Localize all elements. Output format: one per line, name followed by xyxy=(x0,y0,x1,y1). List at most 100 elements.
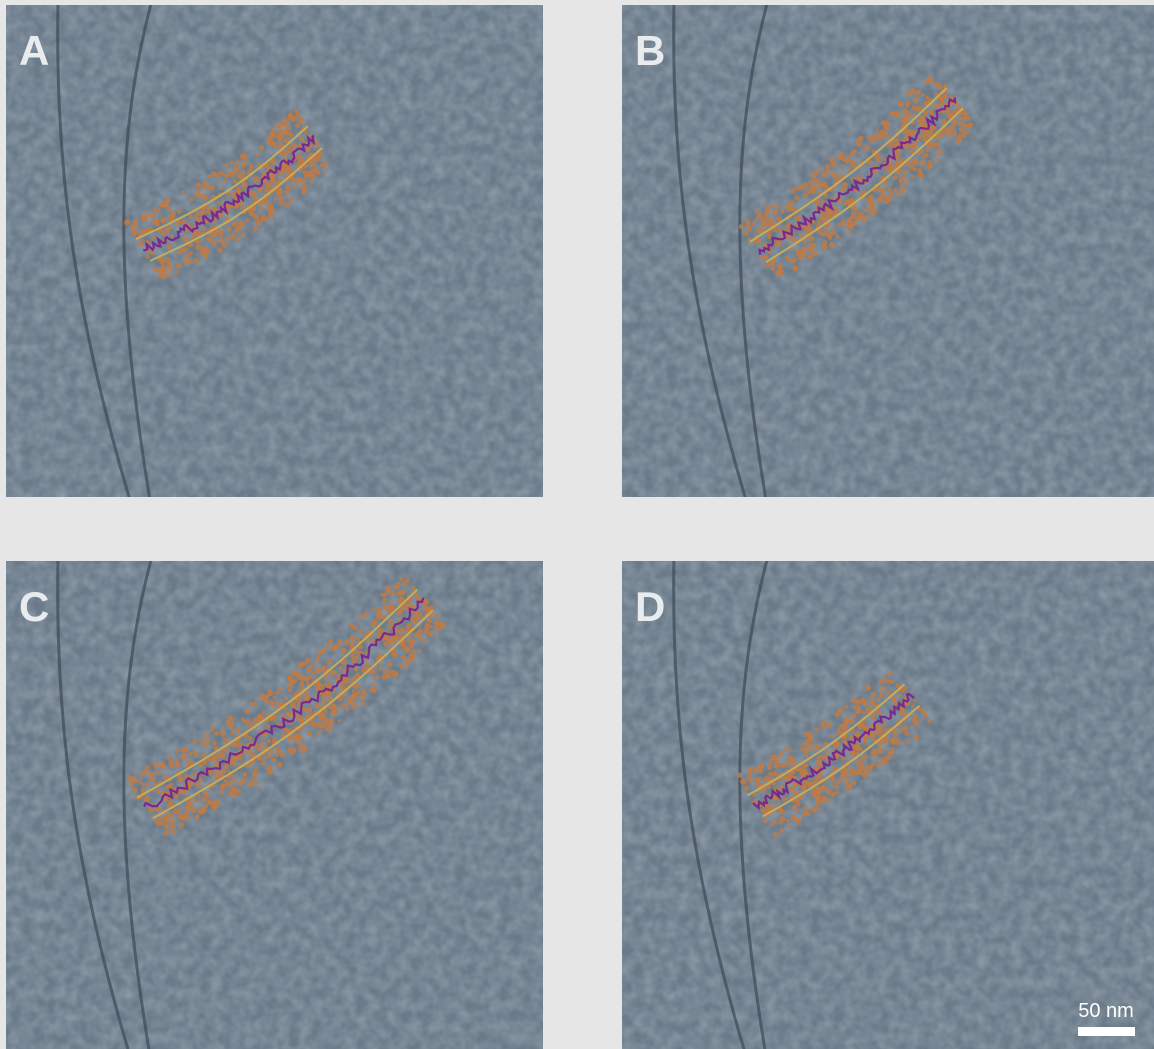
density-dot xyxy=(752,766,756,770)
density-dot xyxy=(957,104,960,107)
density-dot xyxy=(791,814,797,820)
density-dot xyxy=(223,738,228,743)
density-dot xyxy=(321,700,325,704)
density-dot xyxy=(774,760,778,764)
density-dot xyxy=(168,783,172,787)
density-dot xyxy=(259,145,264,150)
density-dot xyxy=(378,667,382,671)
density-dot xyxy=(842,182,848,188)
density-dot xyxy=(440,622,445,627)
density-dot xyxy=(790,188,795,193)
density-dot xyxy=(899,712,903,716)
density-dot xyxy=(211,240,217,246)
density-dot xyxy=(375,676,378,679)
density-dot xyxy=(405,649,409,653)
density-dot xyxy=(188,806,192,810)
density-dot xyxy=(300,661,305,666)
density-dot xyxy=(392,592,396,596)
density-dot xyxy=(184,259,188,263)
density-dot xyxy=(320,684,323,687)
density-dot xyxy=(822,720,826,724)
density-dot xyxy=(297,702,301,706)
density-dot xyxy=(164,823,169,828)
density-dot xyxy=(817,220,822,225)
density-dot xyxy=(133,229,138,234)
density-dot xyxy=(779,829,783,833)
density-dot xyxy=(238,782,241,785)
density-dot xyxy=(301,748,306,753)
density-dot xyxy=(740,779,746,785)
density-dot xyxy=(243,155,247,159)
panel: D xyxy=(622,556,1154,1049)
density-dot xyxy=(892,739,898,745)
density-dot xyxy=(835,235,839,239)
density-dot xyxy=(350,636,354,640)
density-dot xyxy=(874,755,878,759)
density-dot xyxy=(840,774,845,779)
density-dot xyxy=(181,747,185,751)
density-dot xyxy=(934,103,940,109)
density-dot xyxy=(958,134,962,138)
density-dot xyxy=(189,197,193,201)
density-dot xyxy=(924,715,928,719)
density-dot xyxy=(857,143,861,147)
density-dot xyxy=(879,686,884,691)
density-dot xyxy=(145,766,150,771)
density-dot xyxy=(812,789,817,794)
density-dot xyxy=(389,602,393,606)
density-dot xyxy=(378,628,381,631)
density-dot xyxy=(767,217,772,222)
density-dot xyxy=(188,782,193,787)
density-dot xyxy=(904,109,909,114)
density-dot xyxy=(850,152,855,157)
density-dot xyxy=(755,219,758,222)
density-dot xyxy=(302,676,306,680)
density-dot xyxy=(384,605,389,610)
density-dot xyxy=(898,179,902,183)
density-dot xyxy=(397,582,400,585)
density-dot xyxy=(238,756,242,760)
density-dot xyxy=(304,174,309,179)
density-dot xyxy=(315,665,318,668)
density-dot xyxy=(202,211,206,215)
density-dot xyxy=(782,798,785,801)
density-dot xyxy=(389,619,394,624)
density-dot xyxy=(822,240,827,245)
density-dot xyxy=(324,709,328,713)
density-dot xyxy=(805,754,809,758)
density-dot xyxy=(146,251,149,254)
density-dot xyxy=(890,680,894,684)
density-dot xyxy=(370,621,375,626)
density-dot xyxy=(928,160,932,164)
density-dot xyxy=(292,178,296,182)
density-dot xyxy=(302,707,307,712)
density-dot xyxy=(846,788,850,792)
density-dot xyxy=(911,725,914,728)
density-dot xyxy=(156,789,160,793)
density-dot xyxy=(845,199,851,205)
density-dot xyxy=(141,230,146,235)
density-dot xyxy=(214,231,219,236)
density-dot xyxy=(153,208,158,213)
density-dot xyxy=(350,654,354,658)
density-dot xyxy=(262,695,268,701)
density-dot xyxy=(164,829,169,834)
density-dot xyxy=(219,238,224,243)
density-dot xyxy=(178,777,184,783)
density-dot xyxy=(761,807,767,813)
density-dot xyxy=(253,176,258,181)
density-dot xyxy=(178,815,181,818)
density-dot xyxy=(171,819,175,823)
density-dot xyxy=(871,204,875,208)
density-dot xyxy=(287,146,292,151)
density-dot xyxy=(380,593,384,597)
density-dot xyxy=(298,716,304,722)
density-dot xyxy=(885,741,888,744)
density-dot xyxy=(224,779,227,782)
density-dot xyxy=(927,163,933,169)
density-dot xyxy=(960,116,963,119)
density-dot xyxy=(825,164,831,170)
density-dot xyxy=(925,148,929,152)
density-dot xyxy=(865,685,871,691)
density-dot xyxy=(241,233,245,237)
